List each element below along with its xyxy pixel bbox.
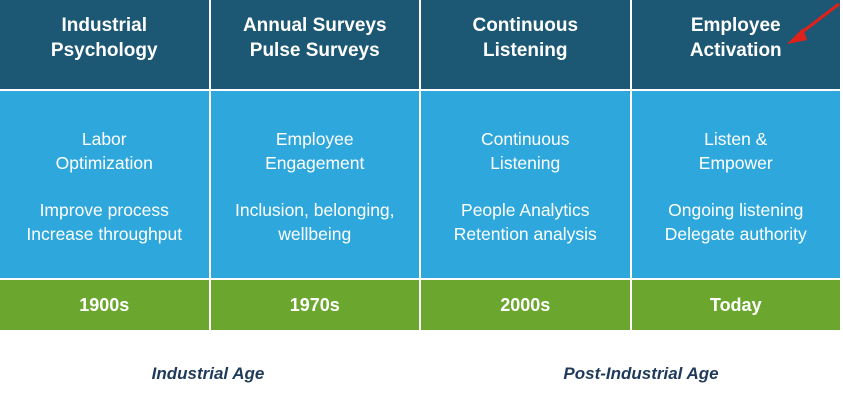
era-label: Today	[631, 280, 840, 330]
body-group: Ongoing listening Delegate authority	[665, 198, 807, 246]
body-group: Employee Engagement	[265, 127, 364, 175]
column: Continuous Listening Continuous Listening Pe…	[421, 0, 630, 330]
header-line: Listening	[483, 39, 568, 61]
body-line: Listen &	[704, 129, 768, 149]
header-line: Psychology	[50, 39, 158, 61]
body-line: Optimization	[55, 153, 153, 173]
column-header: Continuous Listening	[421, 0, 630, 89]
column: Employee Activation Listen & Empower Ongoing…	[631, 0, 840, 330]
header-line: Employee	[690, 14, 781, 36]
column: Annual Surveys Pulse Surveys Employee Engag…	[210, 0, 419, 330]
body-line: Delegate authority	[664, 224, 807, 244]
body-line: Continuous	[480, 129, 570, 149]
body-line: Ongoing listening	[668, 200, 804, 220]
body-line: Labor	[81, 129, 127, 149]
era-label: 2000s	[421, 280, 630, 330]
body-line: Empower	[698, 153, 773, 173]
header-line: Activation	[689, 39, 782, 61]
column-body: Continuous Listening People Analytics Reten…	[421, 91, 630, 278]
body-line: Employee	[275, 129, 354, 149]
column-body: Employee Engagement Inclusion, belonging, w…	[210, 91, 419, 278]
body-line: Improve process	[39, 200, 169, 220]
column-header: Annual Surveys Pulse Surveys	[210, 0, 419, 89]
body-line: Listening	[490, 153, 561, 173]
arrow-head	[787, 28, 807, 44]
header-line: Continuous	[472, 14, 579, 36]
body-line: Retention analysis	[453, 224, 597, 244]
column-header: Employee Activation	[631, 0, 840, 89]
header-line: Industrial	[61, 14, 147, 36]
body-group: Inclusion, belonging, wellbeing	[235, 198, 395, 246]
column-header: Industrial Psychology	[0, 0, 209, 89]
column-body: Labor Optimization Improve process Increase…	[0, 91, 209, 278]
body-group: Improve process Increase throughput	[26, 198, 182, 246]
header-line: Annual Surveys	[242, 14, 387, 36]
body-line: People Analytics	[461, 200, 590, 220]
body-line: Increase throughput	[26, 224, 183, 244]
body-group: People Analytics Retention analysis	[454, 198, 597, 246]
red-arrow	[787, 2, 840, 44]
timeline-table: Industrial Psychology Labor Optimization Imp…	[0, 0, 840, 330]
age-label: Post-Industrial Age	[563, 364, 719, 383]
arrow-shaft	[796, 2, 840, 38]
body-group: Labor Optimization	[56, 127, 153, 175]
header-line: Pulse Surveys	[249, 39, 380, 61]
age-label: Industrial Age	[151, 364, 265, 383]
body-line: Engagement	[265, 153, 365, 173]
era-label: 1970s	[210, 280, 419, 330]
column: Industrial Psychology Labor Optimization Imp…	[0, 0, 209, 330]
body-group: Listen & Empower	[699, 127, 773, 175]
body-group: Continuous Listening	[481, 127, 570, 175]
body-line: Inclusion, belonging,	[234, 200, 395, 220]
era-label: 1900s	[0, 280, 209, 330]
body-line: wellbeing	[278, 224, 352, 244]
column-body: Listen & Empower Ongoing listening Delegate…	[631, 91, 840, 278]
